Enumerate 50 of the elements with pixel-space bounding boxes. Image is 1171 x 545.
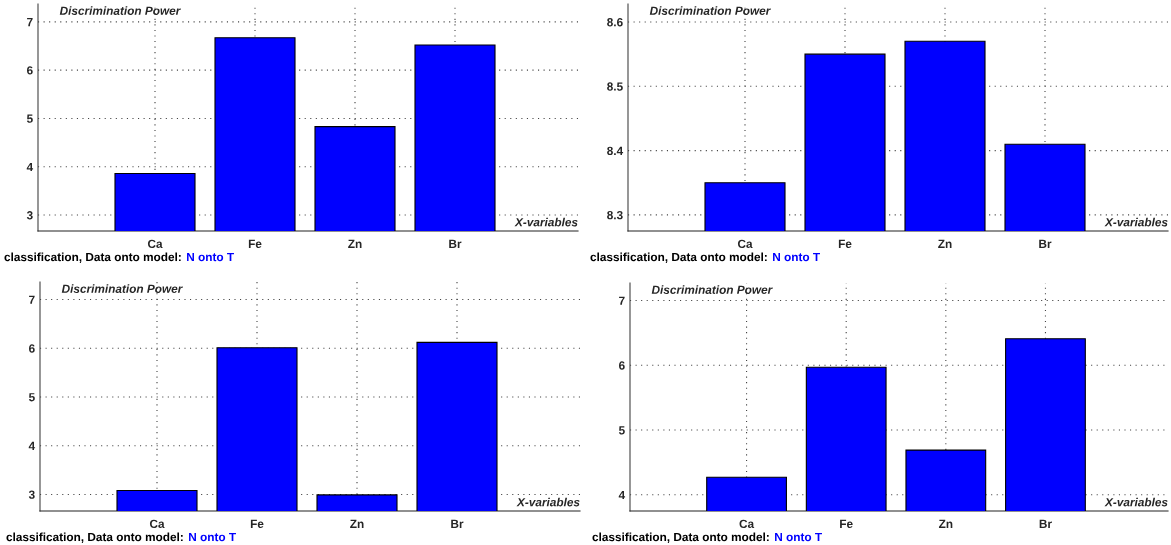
x-tick-label: Zn (350, 519, 364, 528)
x-tick-label: Br (1039, 519, 1052, 528)
x-axis-title: X-variables (516, 497, 580, 507)
y-tick-label: 6 (27, 66, 33, 75)
x-tick-label: Ca (149, 519, 165, 528)
x-tick-label: Zn (348, 239, 362, 248)
text: N onto T (773, 252, 820, 262)
y-tick-label: 5 (26, 114, 33, 123)
x-axis-title: X-variables (1104, 497, 1168, 507)
x-tick-label: Zn (938, 519, 953, 528)
y-tick-label: 8.3 (607, 210, 623, 220)
x-axis-title: X-variables (1104, 217, 1168, 227)
y-tick-label: 4 (28, 441, 36, 450)
y-tick-label: 3 (28, 490, 35, 499)
text: classification, Data onto model: (592, 532, 769, 543)
y-tick-label: 4 (26, 162, 34, 172)
text: classification, Data onto model: (4, 252, 181, 263)
y-tick-label: 6 (619, 361, 625, 370)
y-tick-label: 7 (27, 18, 33, 27)
x-tick-label: Fe (840, 519, 853, 528)
x-tick-label: Ca (737, 239, 753, 248)
y-axis-title: Discrimination Power (651, 285, 773, 294)
text: classification, Data onto model: (6, 532, 183, 543)
y-tick-label: 8.4 (607, 146, 624, 156)
y-axis-title: Discrimination Power (61, 284, 183, 293)
y-tick-label: 6 (29, 344, 35, 353)
text: N onto T (187, 252, 234, 262)
y-tick-label: 5 (28, 393, 35, 402)
x-tick-label: Br (449, 239, 462, 248)
y-axis-title: Discrimination Power (59, 6, 181, 15)
y-axis-title: Discrimination Power (649, 6, 771, 15)
x-tick-label: Br (1039, 239, 1052, 248)
text: N onto T (775, 532, 822, 542)
x-tick-label: Zn (938, 239, 952, 248)
text: classification, Data onto model: (590, 252, 767, 263)
x-tick-label: Fe (250, 519, 264, 528)
x-tick-label: Fe (248, 239, 262, 248)
y-tick-label: 7 (29, 295, 35, 304)
y-tick-label: 4 (618, 490, 626, 500)
x-tick-label: Ca (147, 239, 163, 248)
y-tick-label: 8.6 (607, 18, 623, 27)
y-tick-label: 3 (26, 211, 33, 220)
x-axis-title: X-variables (514, 217, 578, 227)
x-tick-label: Br (451, 519, 464, 528)
y-tick-label: 7 (619, 296, 625, 305)
text: N onto T (189, 532, 236, 542)
y-tick-label: 5 (618, 426, 625, 435)
x-tick-label: Ca (739, 519, 755, 528)
x-tick-label: Fe (838, 239, 852, 248)
y-tick-label: 8.5 (607, 82, 623, 91)
